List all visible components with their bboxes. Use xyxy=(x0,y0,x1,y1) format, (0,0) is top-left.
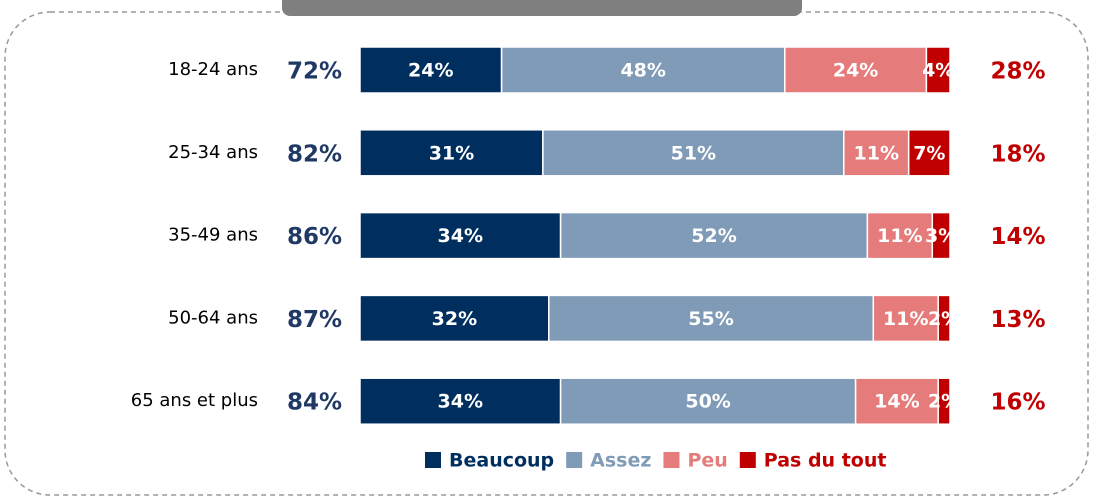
segment-label: 11% xyxy=(854,142,899,164)
segment-label: 4% xyxy=(922,60,954,82)
segment-label: 2% xyxy=(928,391,960,413)
category-label: 65 ans et plus xyxy=(131,390,258,411)
segment-label: 34% xyxy=(438,391,483,413)
bar-segment xyxy=(359,211,562,260)
segment-label: 7% xyxy=(913,142,945,164)
segment-label: 14% xyxy=(874,391,919,413)
legend-label: Peu xyxy=(687,450,727,472)
legend-label: Pas du tout xyxy=(764,450,887,472)
legend-label: Beaucoup xyxy=(449,450,554,472)
segment-label: 50% xyxy=(685,391,730,413)
bar-segment xyxy=(907,129,951,177)
segment-label: 55% xyxy=(688,308,733,330)
segment-label: 48% xyxy=(620,60,665,82)
bar-segment xyxy=(931,211,951,260)
segment-label: 24% xyxy=(408,60,453,82)
bar-segment xyxy=(925,46,951,94)
category-label: 18-24 ans xyxy=(168,59,258,80)
bar-segment xyxy=(359,46,503,94)
category-label: 50-64 ans xyxy=(168,307,258,328)
bar-segment xyxy=(559,211,869,260)
left-total: 72% xyxy=(287,59,342,85)
title-tab xyxy=(282,0,802,16)
left-total: 82% xyxy=(287,141,342,167)
legend-swatch xyxy=(425,452,441,468)
bar-segment xyxy=(872,294,939,343)
legend-swatch xyxy=(739,452,756,468)
segment-label: 3% xyxy=(925,225,957,247)
bar-segment xyxy=(548,294,875,343)
category-label: 35-49 ans xyxy=(168,225,258,246)
segment-label: 51% xyxy=(671,142,716,164)
left-total: 87% xyxy=(287,307,342,333)
left-total: 86% xyxy=(287,224,342,250)
bar-segment xyxy=(937,377,951,425)
legend-swatch xyxy=(663,452,680,468)
right-total: 14% xyxy=(990,224,1045,250)
right-total: 16% xyxy=(990,390,1045,416)
right-total: 13% xyxy=(990,307,1045,333)
right-total: 18% xyxy=(990,141,1045,167)
segment-label: 31% xyxy=(429,142,474,164)
segment-label: 32% xyxy=(432,308,477,330)
legend-label: Assez xyxy=(590,450,651,472)
bar-segment xyxy=(500,46,786,94)
segment-label: 2% xyxy=(928,308,960,330)
segment-label: 11% xyxy=(877,225,922,247)
segment-label: 52% xyxy=(691,225,736,247)
segment-label: 24% xyxy=(833,60,878,82)
bar-segment xyxy=(937,294,951,343)
bar-segment xyxy=(784,46,928,94)
bar-segment xyxy=(359,294,550,343)
legend-swatch xyxy=(566,452,583,468)
bar-segment xyxy=(866,211,934,260)
left-total: 84% xyxy=(287,390,342,416)
category-label: 25-34 ans xyxy=(168,142,258,163)
segment-label: 34% xyxy=(438,225,483,247)
segment-label: 11% xyxy=(883,308,928,330)
right-total: 28% xyxy=(990,59,1045,85)
